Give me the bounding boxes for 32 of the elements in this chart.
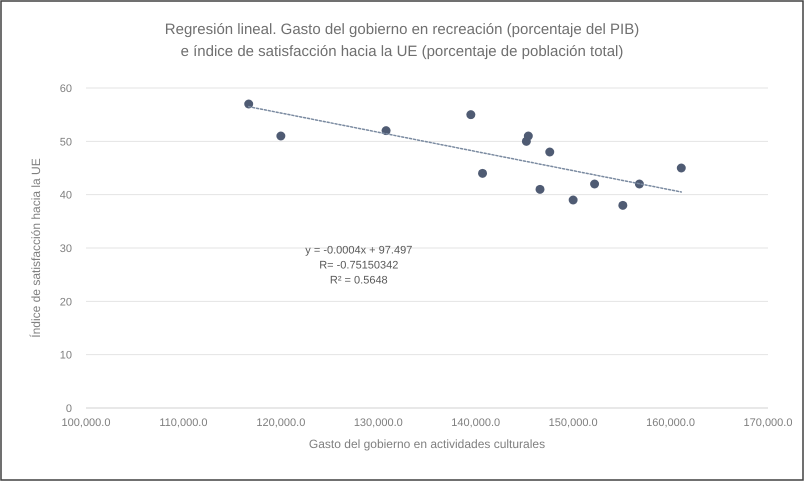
y-tick-label: 30 bbox=[60, 243, 72, 255]
x-tick-label: 170,000.0 bbox=[744, 417, 792, 429]
point bbox=[244, 100, 254, 108]
x-tick-label: 140,000.0 bbox=[451, 417, 500, 429]
x-tick-label: 160,000.0 bbox=[646, 417, 696, 429]
point bbox=[545, 148, 554, 156]
point bbox=[524, 132, 533, 140]
annotation: R= -0.75150342 bbox=[319, 259, 398, 272]
y-tick-label: 0 bbox=[66, 403, 72, 415]
point bbox=[568, 196, 578, 204]
point bbox=[466, 110, 476, 120]
point bbox=[618, 200, 628, 210]
y-tick-label: 10 bbox=[60, 350, 72, 362]
point bbox=[276, 132, 286, 140]
y-axis-title: Índice de satisfacción hacia la UE bbox=[29, 158, 43, 338]
point bbox=[676, 164, 686, 172]
y-tick-label: 60 bbox=[60, 83, 72, 95]
x-tick-label: 110,000.0 bbox=[159, 417, 208, 429]
x-tick-label: 150,000.0 bbox=[548, 417, 598, 429]
x-tick-label: 100,000.0 bbox=[62, 417, 110, 429]
y-tick-label: 40 bbox=[60, 190, 72, 202]
annotation: R² = 0.5648 bbox=[330, 274, 388, 286]
annotation: y = -0.0004x + 97.497 bbox=[305, 244, 412, 256]
x-axis-title: Gasto del gobierno en actividades culturales bbox=[308, 437, 546, 451]
point bbox=[590, 180, 600, 188]
point bbox=[478, 168, 488, 178]
chart-title: Regresión lineal. Gasto del gobierno en recreación (porcentaje del PIB) e índice de satisfacción hacia la UE (porcentaje de población total) bbox=[164, 21, 640, 60]
y-tick-label: 20 bbox=[60, 296, 72, 308]
x-tick-label: 130,000.0 bbox=[354, 417, 403, 429]
y-tick-label: 50 bbox=[60, 136, 72, 148]
x-tick-label: 120,000.0 bbox=[256, 417, 306, 429]
point bbox=[536, 184, 545, 194]
